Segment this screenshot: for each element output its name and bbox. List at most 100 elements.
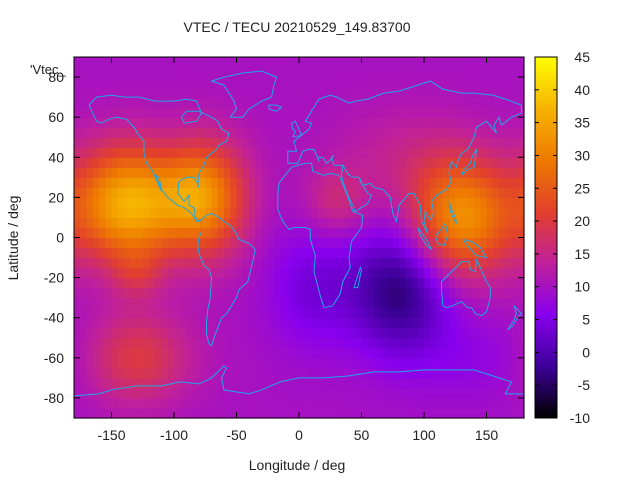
heatmap-cell xyxy=(142,277,150,289)
heatmap-cell xyxy=(405,177,413,188)
heatmap-cell xyxy=(224,87,231,98)
heatmap-cell xyxy=(105,377,113,389)
heatmap-cell xyxy=(517,137,525,148)
heatmap-cell xyxy=(349,127,356,138)
heatmap-cell xyxy=(486,377,494,389)
heatmap-cell xyxy=(142,247,150,259)
heatmap-cell xyxy=(380,407,388,419)
heatmap-cell xyxy=(317,67,325,78)
heatmap-cell xyxy=(386,237,394,249)
heatmap-cell xyxy=(280,287,288,299)
heatmap-cell xyxy=(205,317,213,329)
heatmap-cell xyxy=(224,147,231,158)
heatmap-cell xyxy=(149,217,156,229)
heatmap-cell xyxy=(286,57,294,68)
heatmap-cell xyxy=(474,127,481,138)
coastline-arabia-gulf xyxy=(342,165,359,178)
heatmap-cell xyxy=(492,157,500,168)
heatmap-cell xyxy=(111,407,119,419)
heatmap-cell xyxy=(211,127,219,138)
heatmap-cell xyxy=(149,257,156,269)
heatmap-cell xyxy=(86,177,94,188)
heatmap-cell xyxy=(455,227,463,239)
heatmap-cell xyxy=(217,377,225,389)
heatmap-cell xyxy=(392,197,400,209)
heatmap-cell xyxy=(299,97,306,108)
heatmap-cell xyxy=(299,77,306,88)
heatmap-cell xyxy=(211,187,219,198)
heatmap-cell xyxy=(274,117,281,128)
heatmap-cell xyxy=(380,257,388,269)
heatmap-cell xyxy=(217,77,225,88)
heatmap-cell xyxy=(424,207,431,219)
heatmap-cell xyxy=(167,177,175,188)
heatmap-cell xyxy=(180,397,188,409)
heatmap-cell xyxy=(161,337,169,349)
heatmap-cell xyxy=(280,97,288,108)
heatmap-cell xyxy=(274,327,281,339)
heatmap-cell xyxy=(192,367,200,379)
heatmap-cell xyxy=(130,367,138,379)
heatmap-cell xyxy=(405,287,413,299)
heatmap-cell xyxy=(399,357,406,369)
heatmap-cell xyxy=(330,97,338,108)
heatmap-cell xyxy=(292,257,300,269)
heatmap-cell xyxy=(461,397,469,409)
heatmap-cell xyxy=(505,117,513,128)
heatmap-cell xyxy=(174,277,181,289)
heatmap-cell xyxy=(349,297,356,309)
heatmap-cell xyxy=(130,257,138,269)
heatmap-cell xyxy=(374,147,381,158)
heatmap-cell xyxy=(111,167,119,178)
heatmap-cell xyxy=(180,277,188,289)
heatmap-cell xyxy=(267,197,275,209)
heatmap-cell xyxy=(99,347,106,359)
heatmap-cell xyxy=(455,117,463,128)
heatmap-cell xyxy=(274,207,281,219)
heatmap-cell xyxy=(474,287,481,299)
heatmap-cell xyxy=(399,97,406,108)
heatmap-cell xyxy=(505,217,513,229)
heatmap-cell xyxy=(167,367,175,379)
heatmap-cell xyxy=(217,397,225,409)
heatmap-cell xyxy=(286,87,294,98)
heatmap-cell xyxy=(386,317,394,329)
heatmap-cell xyxy=(117,147,125,158)
heatmap-cell xyxy=(467,167,475,178)
heatmap-cell xyxy=(411,347,419,359)
heatmap-cell xyxy=(267,227,275,239)
heatmap-cell xyxy=(224,107,231,118)
heatmap-cell xyxy=(480,387,488,399)
heatmap-cell xyxy=(205,87,213,98)
heatmap-cell xyxy=(386,307,394,319)
heatmap-cell xyxy=(405,347,413,359)
heatmap-cell xyxy=(149,127,156,138)
heatmap-cell xyxy=(324,267,331,279)
heatmap-cell xyxy=(392,187,400,198)
heatmap-cell xyxy=(330,347,338,359)
heatmap-cell xyxy=(342,197,350,209)
heatmap-cell xyxy=(517,157,525,168)
heatmap-cell xyxy=(455,367,463,379)
heatmap-cell xyxy=(224,367,231,379)
heatmap-cell xyxy=(305,387,313,399)
heatmap-cell xyxy=(349,147,356,158)
heatmap-cell xyxy=(505,127,513,138)
heatmap-cell xyxy=(424,357,431,369)
heatmap-cell xyxy=(436,207,444,219)
heatmap-cell xyxy=(292,357,300,369)
heatmap-cell xyxy=(430,317,438,329)
heatmap-cell xyxy=(180,317,188,329)
heatmap-cell xyxy=(261,177,269,188)
heatmap-cell xyxy=(492,397,500,409)
heatmap-cell xyxy=(305,407,313,419)
heatmap-cell xyxy=(342,297,350,309)
heatmap-cell xyxy=(111,107,119,118)
heatmap-cell xyxy=(205,177,213,188)
heatmap-cell xyxy=(211,247,219,259)
heatmap-cell xyxy=(311,197,319,209)
heatmap-cell xyxy=(174,127,181,138)
heatmap-cell xyxy=(386,157,394,168)
heatmap-cell xyxy=(186,317,194,329)
heatmap-cell xyxy=(211,317,219,329)
